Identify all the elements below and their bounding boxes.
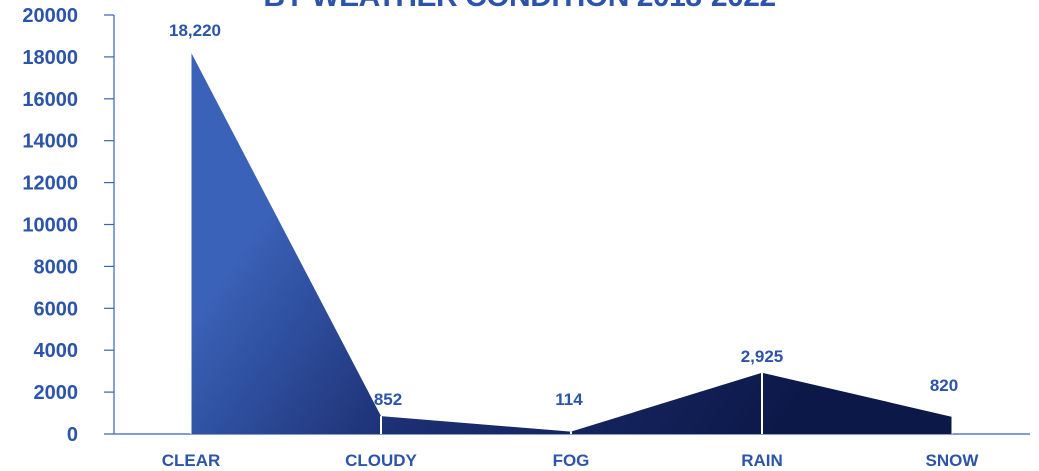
y-tick-label: 12000 <box>22 173 78 195</box>
x-tick-label: RAIN <box>741 451 783 470</box>
y-tick-label: 0 <box>67 424 78 446</box>
x-tick-label: CLOUDY <box>345 451 417 470</box>
data-label-fog: 114 <box>555 390 583 409</box>
data-label-snow: 820 <box>930 376 958 395</box>
y-tick-label: 6000 <box>34 298 79 320</box>
data-label-rain: 2,925 <box>741 347 784 366</box>
x-tick-label: SNOW <box>926 451 980 470</box>
x-tick-label: FOG <box>553 451 590 470</box>
y-tick-label: 18000 <box>22 47 78 69</box>
area-fill <box>191 52 952 434</box>
y-tick-label: 4000 <box>34 340 79 362</box>
data-label-cloudy: 852 <box>374 390 402 409</box>
y-tick-label: 16000 <box>22 89 78 111</box>
y-tick-label: 8000 <box>34 256 79 278</box>
x-tick-label: CLEAR <box>162 451 221 470</box>
y-tick-label: 20000 <box>22 5 78 27</box>
chart-title: BY WEATHER CONDITION 2018-2022 <box>0 0 1039 14</box>
data-label-clear: 18,220 <box>169 21 221 40</box>
y-tick-label: 2000 <box>34 382 79 404</box>
y-tick-label: 14000 <box>22 131 78 153</box>
y-tick-label: 10000 <box>22 215 78 237</box>
